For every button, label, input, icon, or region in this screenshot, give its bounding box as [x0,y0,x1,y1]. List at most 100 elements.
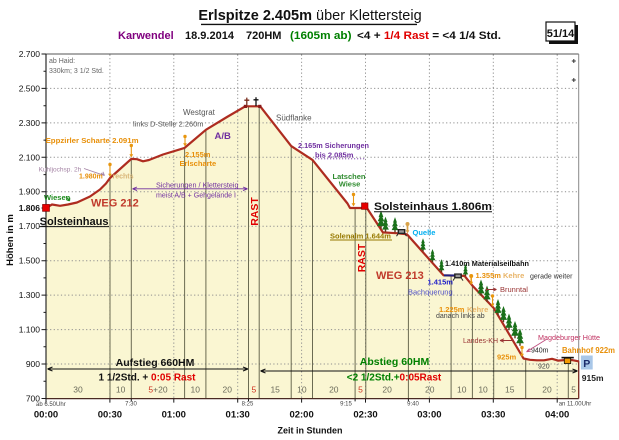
svg-text:20: 20 [329,384,339,394]
svg-text:Solsteinhaus 1.806m: Solsteinhaus 1.806m [374,201,492,213]
svg-text:Wiese: Wiese [339,180,361,189]
svg-text:51/14: 51/14 [547,28,575,40]
svg-text:01:30: 01:30 [226,410,250,421]
svg-text:5: 5 [252,384,257,394]
svg-text:<4 + 1/4 Rast = <4 1/4 Std.: <4 + 1/4 Rast = <4 1/4 Std. [357,30,501,42]
svg-text:links D-Stelle 2.260m: links D-Stelle 2.260m [133,122,204,129]
svg-text:Magdeburger Hütte: Magdeburger Hütte [538,335,600,342]
svg-text:bis 2.085m: bis 2.085m [315,151,354,160]
svg-text:<2 1/2Std.+0:05Rast: <2 1/2Std.+0:05Rast [347,372,442,383]
svg-text:01:00: 01:00 [162,410,186,421]
svg-text:RAST: RAST [356,243,368,272]
svg-text:Südflanke: Südflanke [276,114,312,123]
svg-text:900: 900 [26,359,40,369]
svg-text:(1605m ab): (1605m ab) [290,30,352,42]
svg-text:WEG 212: WEG 212 [91,198,139,210]
svg-text:WEG 213: WEG 213 [376,270,424,282]
svg-text:20: 20 [382,384,392,394]
svg-text:ab 6.50Uhr: ab 6.50Uhr [36,402,66,408]
svg-text:Kehre: Kehre [467,305,488,314]
svg-text:925m: 925m [497,353,517,362]
svg-text:1.225m: 1.225m [439,305,465,314]
svg-text:03:30: 03:30 [481,410,505,421]
svg-text:Karwendel: Karwendel [118,30,174,42]
svg-text:20: 20 [425,384,435,394]
svg-text:700: 700 [26,393,40,403]
svg-text:915m: 915m [582,373,604,383]
svg-text:Latschen: Latschen [333,172,366,181]
svg-text:10: 10 [297,384,307,394]
svg-text:10: 10 [191,384,201,394]
svg-text:1.415m: 1.415m [428,278,454,287]
svg-text:2.300: 2.300 [19,118,41,128]
svg-text:Zeit in Stunden: Zeit in Stunden [278,426,343,436]
svg-text:gerade weiter: gerade weiter [530,274,573,281]
svg-text:Sicherungen / Klettersteig: Sicherungen / Klettersteig [156,182,239,189]
svg-text:02:00: 02:00 [289,410,313,421]
svg-text:ab Haid:: ab Haid: [49,58,75,65]
svg-text:1.100: 1.100 [19,325,41,335]
svg-text:920: 920 [538,364,550,371]
svg-text:20: 20 [222,384,232,394]
svg-text:danach links ab: danach links ab [436,313,485,320]
svg-text:Solsteinhaus: Solsteinhaus [40,216,109,228]
svg-text:A/B: A/B [215,131,232,142]
svg-text:9:15: 9:15 [340,402,352,408]
svg-text:00:00: 00:00 [34,410,58,421]
svg-text:1.500: 1.500 [19,256,41,266]
svg-text:Solenalm 1.644m: Solenalm 1.644m [330,232,391,241]
svg-text:RAST: RAST [249,197,261,226]
svg-text:10: 10 [457,384,467,394]
svg-text:1.700: 1.700 [19,221,41,231]
svg-text:Brunntal: Brunntal [500,285,528,294]
svg-text:Kehre: Kehre [503,271,524,280]
svg-text:5+20: 5+20 [148,384,167,394]
svg-text:330km; 3 1/2 Std.: 330km; 3 1/2 Std. [49,68,104,75]
svg-text:1.355m: 1.355m [476,271,502,280]
svg-text:1.980m: 1.980m [79,174,103,181]
svg-text:1.806: 1.806 [19,203,41,213]
svg-text:15: 15 [270,384,280,394]
svg-text:10: 10 [116,384,126,394]
svg-text:5: 5 [571,384,576,394]
svg-text:Wiesen: Wiesen [44,193,71,202]
svg-text:00:30: 00:30 [98,410,122,421]
svg-text:18.9.2014: 18.9.2014 [185,30,235,42]
svg-text:2.100: 2.100 [19,152,41,162]
svg-text:7:30: 7:30 [125,402,137,408]
svg-text:15: 15 [505,384,515,394]
svg-text:Erlscharte: Erlscharte [180,159,217,168]
svg-text:Westgrat: Westgrat [183,108,216,117]
svg-text:02:30: 02:30 [353,410,377,421]
svg-text:10: 10 [478,384,488,394]
svg-text:1.300: 1.300 [19,290,41,300]
svg-text:1 1/2Std. + 0:05 Rast: 1 1/2Std. + 0:05 Rast [99,372,197,383]
svg-text:Aufstieg 660HM: Aufstieg 660HM [116,357,195,369]
svg-text:Landes-KH: Landes-KH [463,338,498,345]
svg-text:30: 30 [73,384,83,394]
svg-text:20: 20 [542,384,552,394]
svg-text:8:25: 8:25 [242,402,254,408]
svg-text:940m: 940m [531,348,549,355]
svg-text:03:00: 03:00 [417,410,441,421]
svg-text:Abstieg 60HM: Abstieg 60HM [360,356,430,368]
svg-text:720HM: 720HM [246,30,281,42]
svg-text:rechts: rechts [113,174,134,181]
svg-text:Eppzirler Scharte 2.091m: Eppzirler Scharte 2.091m [46,136,139,145]
svg-text:Erlspitze 2.405m über Kletters: Erlspitze 2.405m über Klettersteig [198,8,421,24]
svg-text:04:00: 04:00 [545,410,569,421]
svg-text:9:40: 9:40 [407,402,419,408]
svg-text:P: P [583,358,590,370]
svg-text:2.500: 2.500 [19,83,41,93]
svg-text:meist A/B + Gehgelände I: meist A/B + Gehgelände I [156,192,236,199]
svg-text:an 11.00Uhr: an 11.00Uhr [559,402,592,408]
svg-text:2.155m: 2.155m [185,150,211,159]
svg-text:1.410m Materialseilbahn: 1.410m Materialseilbahn [445,261,529,268]
svg-text:Quelle: Quelle [413,228,436,237]
svg-text:1.900: 1.900 [19,187,41,197]
svg-text:2.700: 2.700 [19,49,41,59]
svg-text:Bahnhof 922m: Bahnhof 922m [562,346,615,355]
svg-text:Kuhljochsp. 2h: Kuhljochsp. 2h [39,166,82,173]
svg-text:Bachquerung: Bachquerung [408,288,453,297]
svg-text:2.165m Sicherungen: 2.165m Sicherungen [298,141,369,150]
